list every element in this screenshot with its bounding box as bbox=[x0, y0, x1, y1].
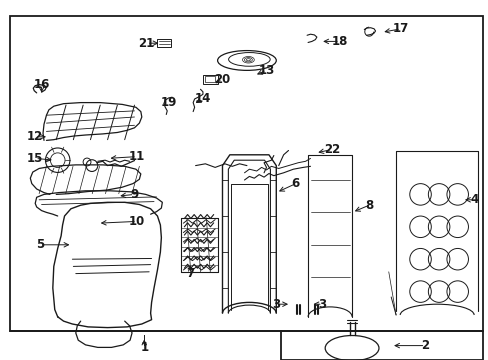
Text: 15: 15 bbox=[27, 152, 43, 165]
Text: 11: 11 bbox=[128, 150, 145, 163]
Text: 13: 13 bbox=[258, 64, 274, 77]
Text: 22: 22 bbox=[324, 143, 340, 156]
Text: 19: 19 bbox=[160, 96, 177, 109]
Text: 6: 6 bbox=[291, 177, 299, 190]
Text: 14: 14 bbox=[194, 93, 211, 105]
Text: 17: 17 bbox=[392, 22, 408, 35]
Bar bbox=[10, 16, 482, 331]
Bar bbox=[157, 39, 171, 47]
Text: 16: 16 bbox=[33, 78, 50, 91]
Text: 20: 20 bbox=[214, 73, 230, 86]
Text: 5: 5 bbox=[36, 238, 44, 251]
Bar bbox=[203, 75, 217, 84]
Text: 7: 7 bbox=[186, 267, 194, 280]
Bar bbox=[281, 331, 482, 360]
Text: 3: 3 bbox=[318, 298, 326, 311]
Text: 2: 2 bbox=[421, 339, 428, 352]
Text: 18: 18 bbox=[331, 35, 347, 48]
Text: 12: 12 bbox=[27, 130, 43, 143]
Text: 10: 10 bbox=[128, 215, 145, 228]
Text: 1: 1 bbox=[140, 341, 148, 354]
Text: 21: 21 bbox=[138, 37, 155, 50]
Text: 9: 9 bbox=[130, 188, 138, 201]
Bar bbox=[205, 76, 215, 82]
Text: 3: 3 bbox=[272, 298, 280, 311]
Text: 8: 8 bbox=[365, 199, 372, 212]
Text: 4: 4 bbox=[469, 193, 477, 206]
